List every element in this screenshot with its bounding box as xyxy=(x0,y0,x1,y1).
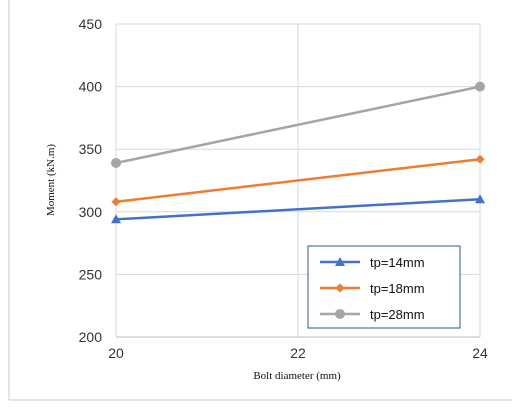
y-tick-label: 400 xyxy=(79,79,103,95)
x-tick-label: 24 xyxy=(472,345,488,361)
legend-marker-swatch xyxy=(335,309,345,319)
x-axis-label: Bolt diameter (mm) xyxy=(253,370,341,382)
legend-label: tp=18mm xyxy=(370,281,425,296)
y-axis-label: Moment (kN.m) xyxy=(45,144,57,216)
data-point-marker xyxy=(475,82,485,92)
y-tick-label: 300 xyxy=(79,204,103,220)
y-tick-label: 450 xyxy=(79,16,103,32)
y-tick-label: 200 xyxy=(79,329,103,345)
legend-label: tp=14mm xyxy=(370,255,425,270)
legend-label: tp=28mm xyxy=(370,307,425,322)
y-tick-label: 250 xyxy=(79,266,103,282)
x-tick-label: 22 xyxy=(290,345,306,361)
legend: tp=14mm tp=18mm tp=28mm xyxy=(308,246,460,328)
x-tick-label: 20 xyxy=(108,345,124,361)
data-point-marker xyxy=(111,158,121,168)
y-tick-label: 350 xyxy=(79,141,103,157)
